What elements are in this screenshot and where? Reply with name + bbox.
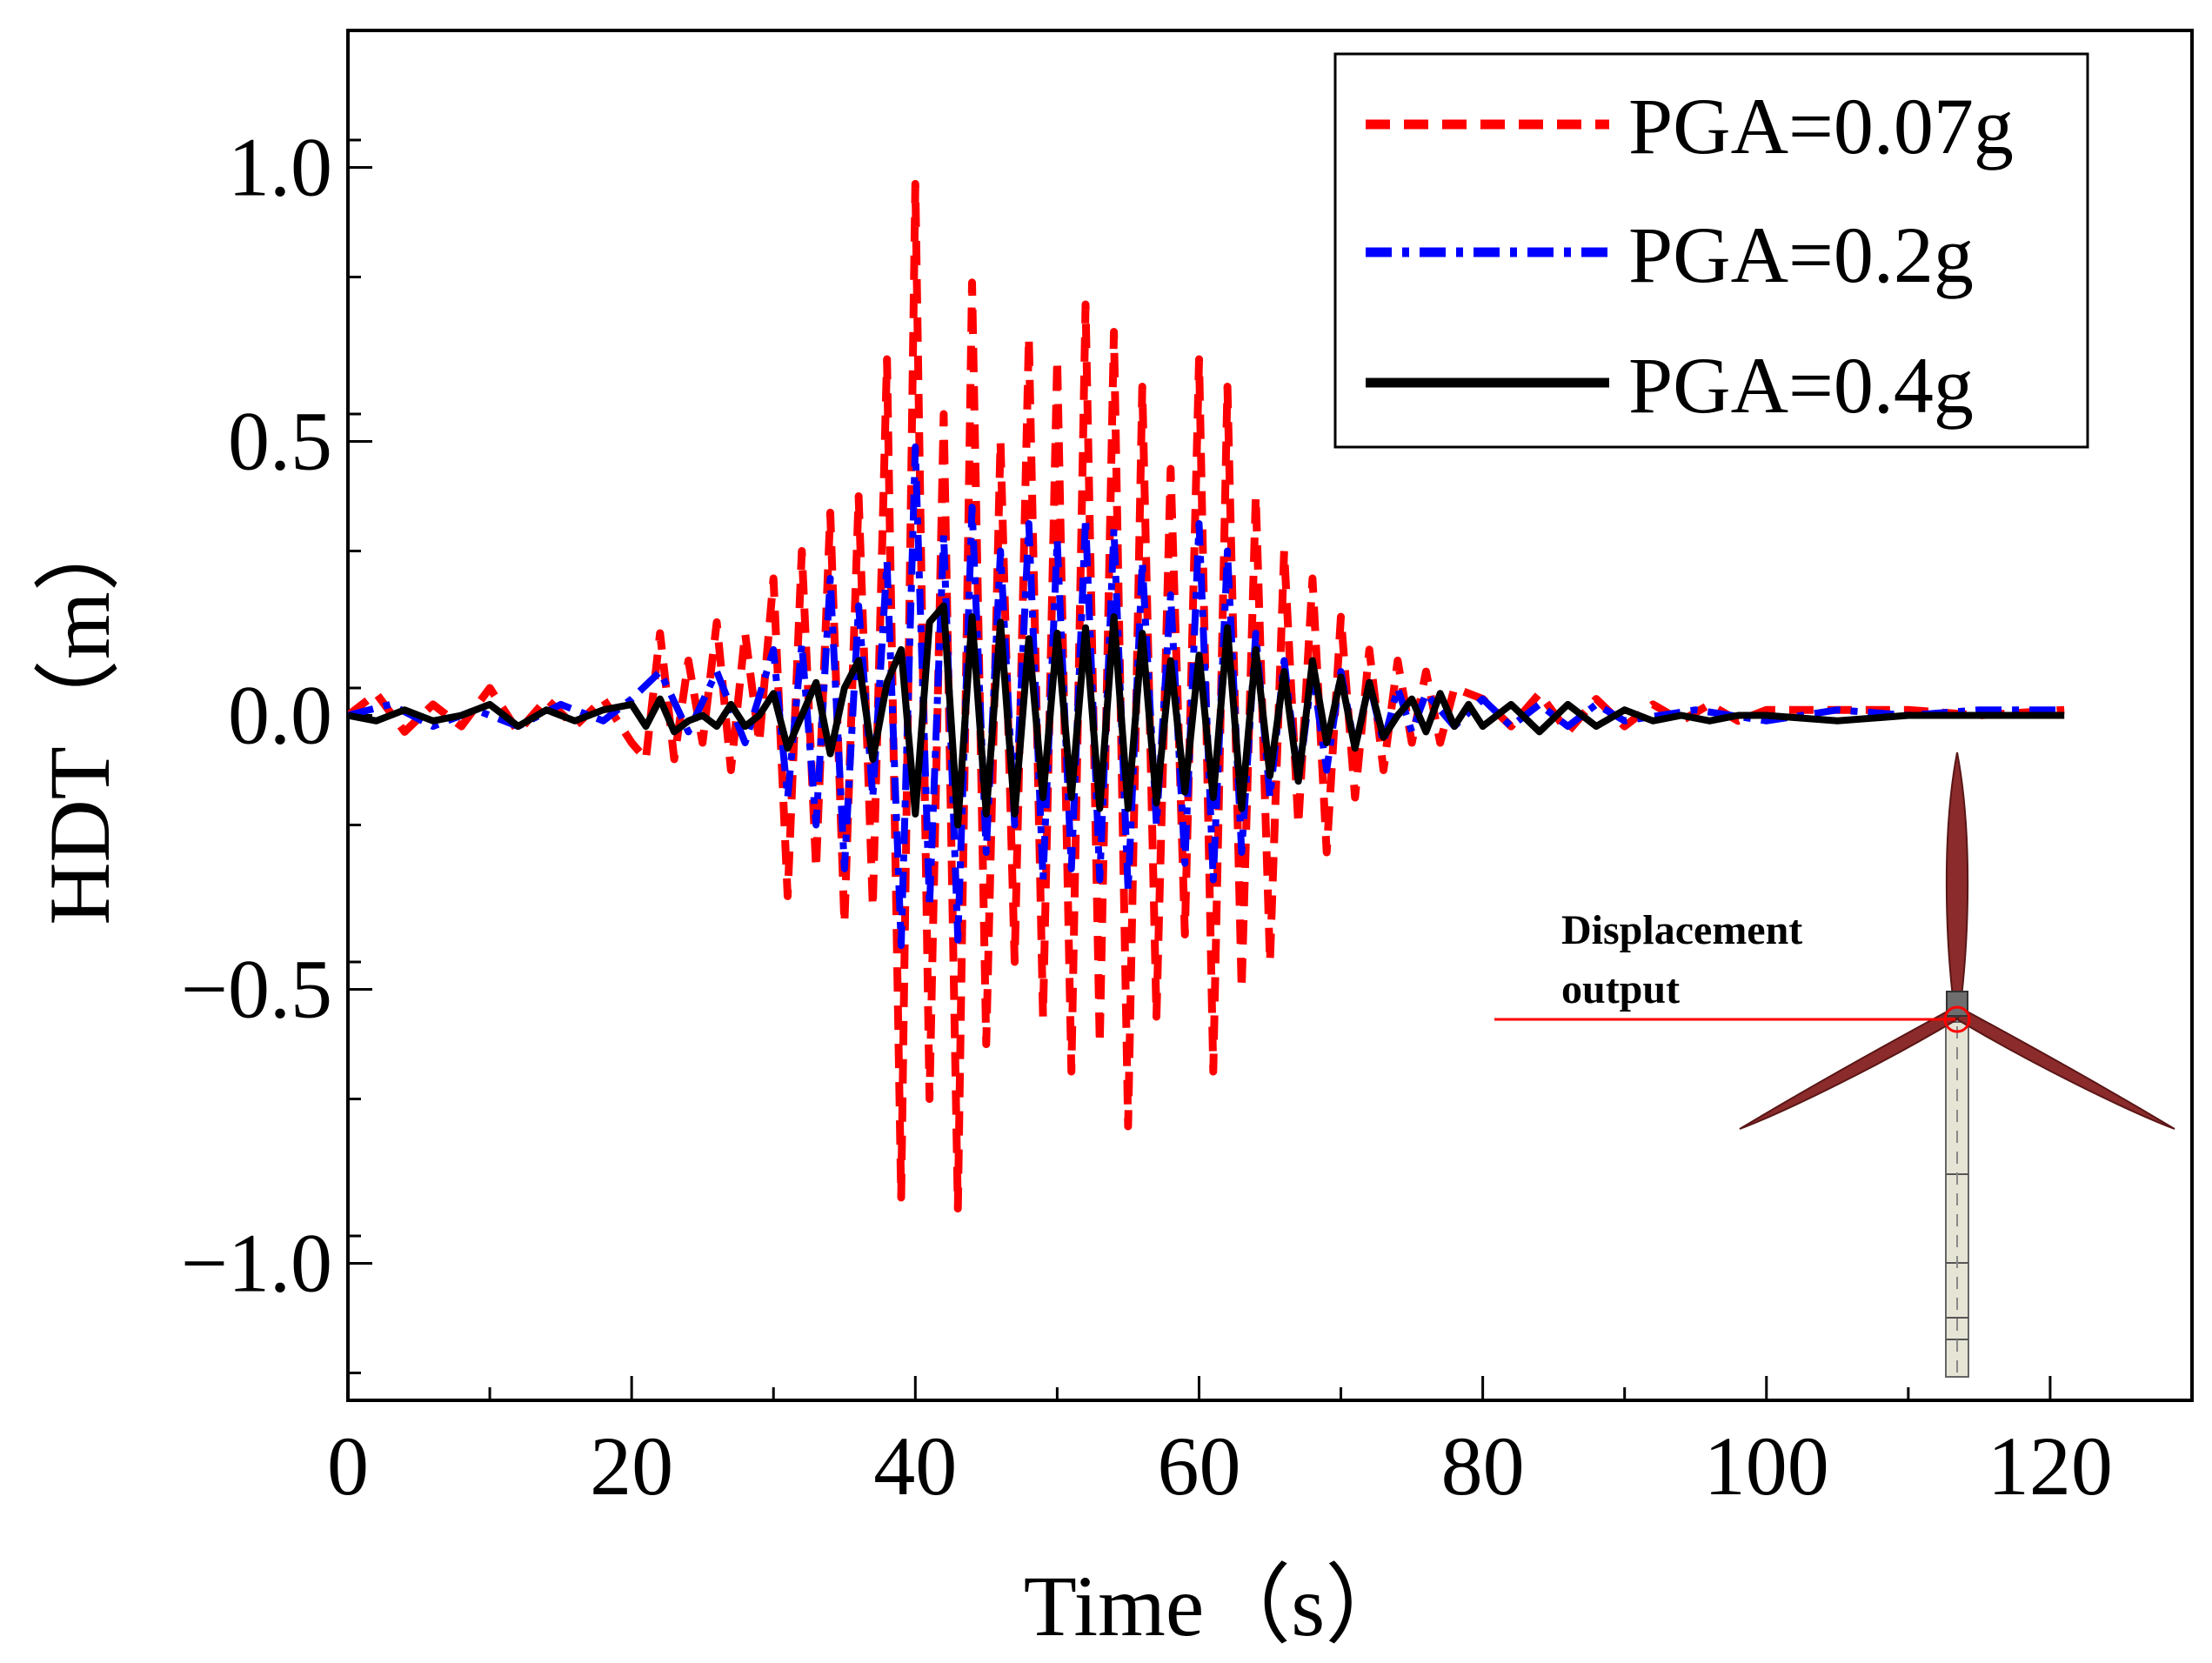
- displacement-output-marker: [1943, 1005, 1971, 1033]
- series-line-pga-0-4g: [348, 602, 2065, 829]
- y-axis-title: HDT（m）: [31, 504, 128, 925]
- legend-label-pga-02: PGA=0.2g: [1628, 210, 1974, 299]
- series-layer: [348, 179, 2065, 1212]
- x-tick-label: 100: [1704, 1419, 1829, 1513]
- x-tick-label: 0: [327, 1419, 369, 1513]
- x-tick-label: 20: [590, 1419, 673, 1513]
- y-tick-label: −0.5: [181, 943, 332, 1036]
- x-tick-label: 60: [1157, 1419, 1240, 1513]
- y-tick-label: 0.5: [228, 395, 332, 488]
- turbine-blade-left: [1739, 1007, 1959, 1130]
- legend: PGA=0.07g PGA=0.2g PGA=0.4g: [1333, 52, 2089, 449]
- x-tick-label: 80: [1441, 1419, 1525, 1513]
- y-tick-label: 0.0: [228, 669, 332, 762]
- x-tick-label: 120: [1988, 1419, 2113, 1513]
- wind-turbine-illustration: Displacement output: [1494, 751, 2175, 1378]
- x-axis-ticks: 0 20 40 60 80 100 120: [327, 1376, 2113, 1513]
- displacement-output-label-line1: Displacement: [1561, 907, 1802, 953]
- legend-label-pga-04: PGA=0.4g: [1628, 341, 1974, 430]
- legend-label-pga-007: PGA=0.07g: [1628, 82, 2014, 170]
- displacement-output-label-line2: output: [1561, 966, 1680, 1012]
- turbine-blade-up: [1945, 751, 1969, 1005]
- y-tick-label: 1.0: [228, 121, 332, 214]
- turbine-blade-right: [1955, 1007, 2175, 1130]
- x-axis-title: Time（s）: [1024, 1558, 1412, 1654]
- turbine-nacelle: [1946, 991, 1968, 1017]
- x-tick-label: 40: [873, 1419, 957, 1513]
- y-tick-label: −1.0: [181, 1217, 332, 1310]
- y-axis-ticks: −1.0 −0.5 0.0 0.5 1.0: [181, 121, 372, 1374]
